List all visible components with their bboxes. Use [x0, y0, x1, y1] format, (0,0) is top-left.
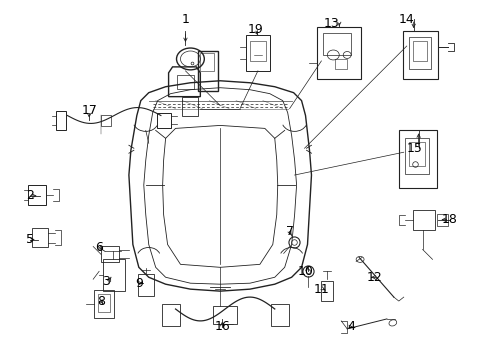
Bar	[103, 260, 124, 291]
Text: 16: 16	[214, 320, 229, 333]
Bar	[138, 274, 153, 296]
Text: 19: 19	[247, 23, 263, 36]
Bar	[404, 138, 427, 174]
Text: 12: 12	[366, 271, 382, 284]
Text: 2: 2	[26, 189, 34, 202]
Text: 6: 6	[95, 241, 103, 254]
Text: 15: 15	[406, 142, 422, 155]
Text: 13: 13	[323, 17, 339, 30]
Text: 5: 5	[25, 233, 34, 246]
Text: 10: 10	[297, 265, 313, 278]
Bar	[176, 75, 194, 89]
Text: 3: 3	[102, 275, 110, 288]
Text: 8: 8	[97, 294, 105, 307]
Bar	[162, 304, 179, 326]
Bar	[98, 294, 110, 312]
Text: 11: 11	[313, 283, 328, 296]
Bar	[436, 214, 447, 226]
Text: 14: 14	[398, 13, 414, 26]
Bar	[28, 185, 45, 205]
Bar	[321, 281, 333, 301]
Bar	[245, 35, 269, 71]
Bar	[402, 31, 438, 79]
Bar	[200, 53, 214, 71]
Bar	[101, 247, 119, 262]
Bar	[94, 290, 114, 318]
Bar	[270, 304, 288, 326]
Text: 18: 18	[441, 213, 456, 226]
Bar	[412, 210, 434, 230]
Bar	[156, 113, 170, 129]
Bar	[101, 114, 111, 126]
Bar	[408, 142, 424, 166]
Text: 7: 7	[285, 225, 293, 238]
Bar	[198, 51, 218, 91]
Bar	[335, 59, 346, 69]
Bar	[398, 130, 436, 188]
Bar	[249, 41, 265, 61]
Text: 1: 1	[181, 13, 189, 26]
Bar	[182, 96, 198, 117]
Bar	[317, 27, 360, 79]
Bar	[412, 41, 426, 61]
Text: 4: 4	[346, 320, 354, 333]
Bar	[323, 33, 350, 55]
Text: 9: 9	[135, 277, 142, 290]
Bar	[32, 228, 47, 247]
Bar	[213, 306, 237, 324]
Text: 17: 17	[81, 104, 97, 117]
Bar	[408, 37, 429, 69]
